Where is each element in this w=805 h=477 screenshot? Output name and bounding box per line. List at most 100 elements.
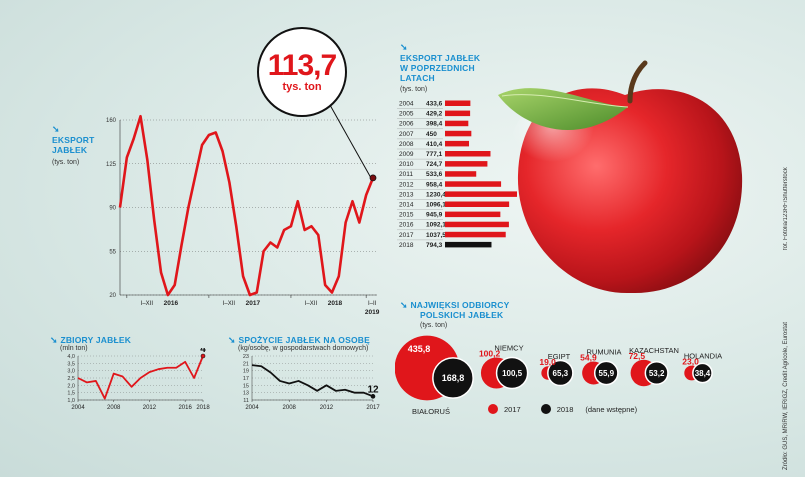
year-label: 2010 <box>399 161 414 168</box>
y-tick-label: 21 <box>243 361 249 367</box>
y-tick-label: 19 <box>243 369 249 375</box>
buyers-legend: 2017 2018 (dane wstępne) <box>488 404 637 414</box>
apple-illustration <box>498 60 743 294</box>
callout-value: 113,7 <box>267 49 337 82</box>
callout-leader-line <box>329 104 372 179</box>
bar <box>445 201 510 207</box>
bar <box>445 191 517 197</box>
bar <box>445 181 502 187</box>
y-tick-label: 3,0 <box>67 369 75 375</box>
bubble-2018 <box>692 362 713 384</box>
end-point <box>370 394 376 399</box>
bubble-2017-label: 23,0 <box>682 357 699 367</box>
bubble-2018-label: 65,3 <box>553 369 569 378</box>
bar-value-label: 958,4 <box>426 181 443 188</box>
y-tick-label: 13 <box>243 391 249 397</box>
buyers-title-line2: POLSKICH JABŁEK <box>420 310 504 320</box>
bar <box>445 140 470 147</box>
arrow-icon: ➘ <box>400 42 408 52</box>
consumption-title: ➘ SPOŻYCIE JABŁEK NA OSOBĘ <box>228 335 370 345</box>
buyers-title: ➘ NAJWIĘKSI ODBIORCY <box>400 300 509 310</box>
bar-value-label: 433,6 <box>426 101 443 108</box>
legend-2018-label: 2018 <box>556 404 574 414</box>
export-years-title-line1: EKSPORT JABŁEK <box>400 53 481 63</box>
bar <box>445 171 477 177</box>
source-credit: Źródło: GUS, MRiRW, IERiGŻ, Credit Agric… <box>783 322 789 470</box>
bubble-2018 <box>495 356 529 390</box>
y-tick-label: 1,5 <box>67 391 75 397</box>
harvest-title: ➘ ZBIORY JABŁEK <box>50 335 131 345</box>
export-years-title: ➘ EKSPORT JABŁEK W POPRZEDNICH LATACH (t… <box>400 42 480 93</box>
arrow-icon: ➘ <box>228 335 239 345</box>
bar-value-label: 1037,5 <box>426 232 446 239</box>
bubble-2018 <box>547 359 574 387</box>
export-title-line1: EKSPORT <box>52 135 95 145</box>
bubble-2017-label: 100,2 <box>479 348 501 358</box>
bar-value-label: 945,9 <box>426 212 443 219</box>
bar <box>445 231 506 238</box>
bubble-2018 <box>432 357 474 399</box>
bar <box>445 130 472 137</box>
y-tick-label: 2,0 <box>67 383 75 389</box>
year-label: 2006 <box>399 121 414 128</box>
bar <box>445 211 501 218</box>
legend-2018-swatch <box>540 404 551 414</box>
y-tick-label: 4,0 <box>67 354 75 360</box>
x-tick-label: 2004 <box>71 405 85 411</box>
bar <box>445 151 491 157</box>
bar <box>445 120 469 127</box>
bubble-2018 <box>593 360 619 386</box>
export-value-callout: 113,7 tys. ton <box>257 27 347 117</box>
x-tick-label: 2016 <box>164 300 179 307</box>
bar <box>445 100 471 106</box>
y-tick-label: 2,5 <box>67 376 75 382</box>
harvest-line-chart: 1,01,5 2,02,53,0 3,54,0 4 2004 2008 2012 2016 20… <box>67 348 210 411</box>
series-line <box>251 364 374 398</box>
x-tick-label: 2017 <box>246 300 261 307</box>
x-tick-label: 2017 <box>366 405 380 411</box>
x-tick-label: 2008 <box>107 405 121 411</box>
harvest-unit: (mln ton) <box>60 345 88 352</box>
callout-unit: tys. ton <box>282 81 322 93</box>
year-label: 2014 <box>399 202 414 209</box>
bar-value-label: 1096,1 <box>426 202 446 209</box>
bar-value-label: 777,1 <box>426 151 443 158</box>
x-tick-label: 2018 <box>328 300 343 307</box>
country-label: KAZACHSTAN <box>629 346 679 355</box>
y-tick-label: 17 <box>243 376 249 382</box>
export-unit: (tys. ton) <box>52 159 80 166</box>
x-tick-label: 2012 <box>143 405 157 411</box>
y-tick-label: 125 <box>106 162 117 168</box>
end-value-label: 12 <box>367 384 379 395</box>
year-label: 2005 <box>399 111 414 118</box>
bubble-2017-label: 72,5 <box>629 351 646 361</box>
harvest-title-text: ZBIORY JABŁEK <box>60 335 132 345</box>
buyers-title-line1: NAJWIĘKSI ODBIORCY <box>410 300 510 310</box>
bar-value-label: 429,2 <box>426 111 443 118</box>
country-label: EGIPT <box>548 352 571 361</box>
country-label: RUMUNIA <box>587 348 622 357</box>
export-years-unit: (tys. ton) <box>400 86 428 93</box>
x-tick-label: I–XII <box>141 301 154 307</box>
harvest-title-block: ➘ ZBIORY JABŁEK (mln ton) <box>50 335 131 352</box>
bar-value-label: 410,4 <box>426 141 443 148</box>
buyers-bubble-chart: 435,8 168,8 BIAŁORUŚ 100,2 100,5 NIEMCY 19,0 65… <box>395 335 722 416</box>
bubble-2018 <box>644 360 669 386</box>
y-tick-label: 90 <box>109 206 116 212</box>
y-tick-label: 15 <box>243 383 249 389</box>
buyers-title-block: ➘ NAJWIĘKSI ODBIORCY POLSKICH JABŁEK (ty… <box>400 300 509 329</box>
highlight-point <box>369 174 377 182</box>
bar-value-label: 1092,1 <box>426 222 446 229</box>
bubble-2018-label: 38,4 <box>695 369 711 378</box>
x-tick-label: I–XII <box>305 301 318 307</box>
bar <box>445 241 492 248</box>
export-years-title-line3: LATACH <box>400 73 435 83</box>
year-label: 2013 <box>399 191 414 198</box>
x-tick-label: 2012 <box>320 405 334 411</box>
y-tick-label: 20 <box>109 293 116 299</box>
consumption-title-block: ➘ SPOŻYCIE JABŁEK NA OSOBĘ (kg/osobę, w … <box>228 335 370 352</box>
export-years-title-line2: W POPRZEDNICH <box>400 63 475 73</box>
year-label: 2017 <box>399 232 414 239</box>
year-label: 2016 <box>399 222 414 229</box>
